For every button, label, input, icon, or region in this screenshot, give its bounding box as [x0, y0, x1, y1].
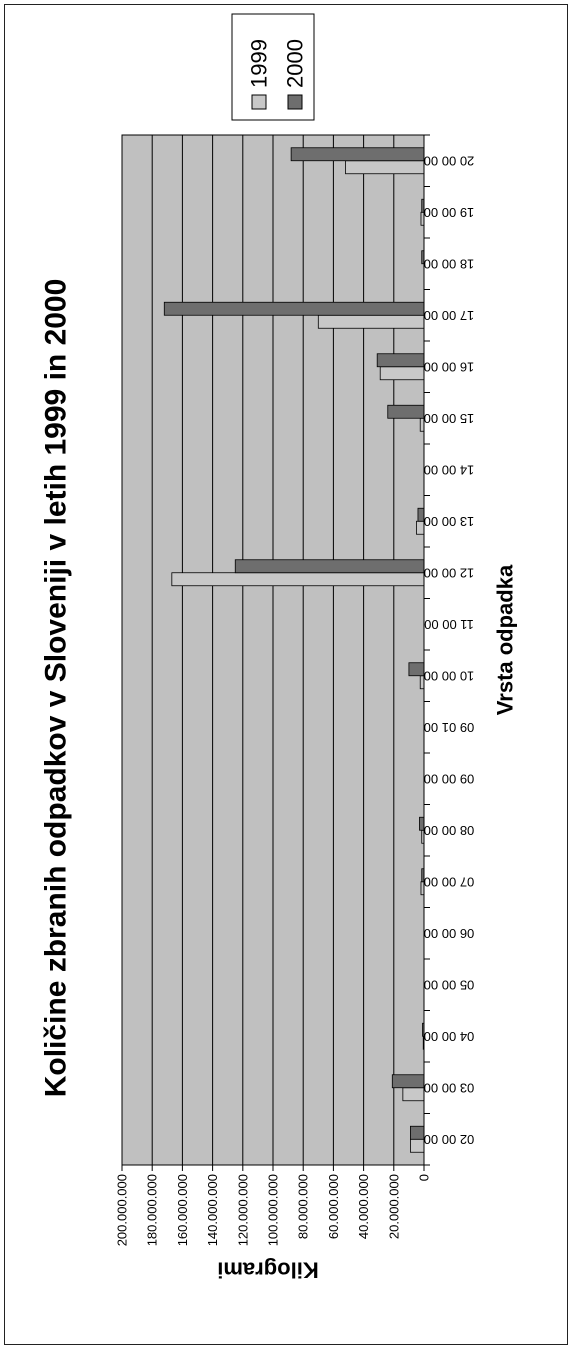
bar-1999-170000 — [317, 314, 425, 329]
category-tick-label: 15 00 00 — [424, 411, 475, 426]
bar-2000-080000 — [419, 816, 425, 831]
bar-2000-020000 — [410, 1125, 425, 1140]
bar-2000-160000 — [376, 353, 425, 368]
value-tick-label: 100.000.000 — [266, 1174, 281, 1246]
category-tick-label: 05 00 00 — [424, 977, 475, 992]
category-tick-label: 18 00 00 — [424, 256, 475, 271]
value-tick-label: 0 — [417, 1174, 432, 1181]
category-tick-label: 09 00 00 — [424, 771, 475, 786]
bar-1999-150000 — [419, 417, 425, 432]
legend-label-2000: 2000 — [283, 39, 308, 88]
value-tick-label: 120.000.000 — [235, 1174, 250, 1246]
value-tick-label: 140.000.000 — [205, 1174, 220, 1246]
value-tick-label: 40.000.000 — [356, 1174, 371, 1239]
bar-2000-200000 — [290, 147, 425, 162]
y-axis-title: Kilogrami — [217, 1258, 318, 1283]
x-axis-title: Vrsta odpadka — [493, 564, 518, 715]
value-tick-label: 180.000.000 — [145, 1174, 160, 1246]
bar-2000-150000 — [387, 404, 425, 419]
category-tick-label: 10 00 00 — [424, 668, 475, 683]
category-tick-label: 09 01 00 — [424, 720, 475, 735]
value-tick-label: 20.000.000 — [386, 1174, 401, 1239]
bar-2000-030000 — [391, 1074, 425, 1089]
chart-frame — [4, 4, 568, 1345]
category-tick-label: 11 00 00 — [424, 617, 474, 632]
category-tick-label: 07 00 00 — [424, 874, 475, 889]
category-tick-label: 20 00 00 — [424, 153, 475, 168]
legend-label-1999: 1999 — [247, 39, 272, 88]
value-tick-label: 160.000.000 — [175, 1174, 190, 1246]
bar-1999-100000 — [419, 675, 425, 690]
category-tick-label: 04 00 00 — [424, 1029, 475, 1044]
bar-2000-170000 — [163, 301, 425, 316]
category-tick-label: 03 00 00 — [424, 1080, 475, 1095]
category-tick-label: 17 00 00 — [424, 308, 475, 323]
bar-1999-130000 — [416, 520, 425, 535]
legend: 1999 2000 — [231, 13, 315, 121]
category-tick-label: 16 00 00 — [424, 359, 475, 374]
category-tick-label: 14 00 00 — [424, 462, 475, 477]
category-tick-label: 02 00 00 — [424, 1132, 475, 1147]
bar-1999-200000 — [345, 160, 425, 175]
value-tick-label: 60.000.000 — [326, 1174, 341, 1239]
bar-2000-120000 — [234, 559, 425, 574]
category-tick-label: 19 00 00 — [424, 205, 475, 220]
category-tick-label: 08 00 00 — [424, 823, 475, 838]
legend-swatch-2000 — [287, 94, 303, 110]
category-tick-label: 13 00 00 — [424, 514, 475, 529]
legend-swatch-1999 — [251, 94, 267, 110]
chart-title: Količine zbranih odpadkov v Sloveniji v … — [40, 279, 73, 1098]
category-tick-label: 12 00 00 — [424, 565, 475, 580]
bar-2000-130000 — [417, 507, 425, 522]
value-tick-label: 200.000.000 — [115, 1174, 130, 1246]
bar-2000-100000 — [408, 662, 425, 677]
bar-1999-020000 — [410, 1138, 425, 1153]
category-tick-label: 06 00 00 — [424, 926, 475, 941]
bar-1999-120000 — [171, 572, 425, 587]
value-tick-label: 80.000.000 — [296, 1174, 311, 1239]
bar-1999-030000 — [402, 1087, 425, 1102]
bar-1999-160000 — [379, 366, 425, 381]
